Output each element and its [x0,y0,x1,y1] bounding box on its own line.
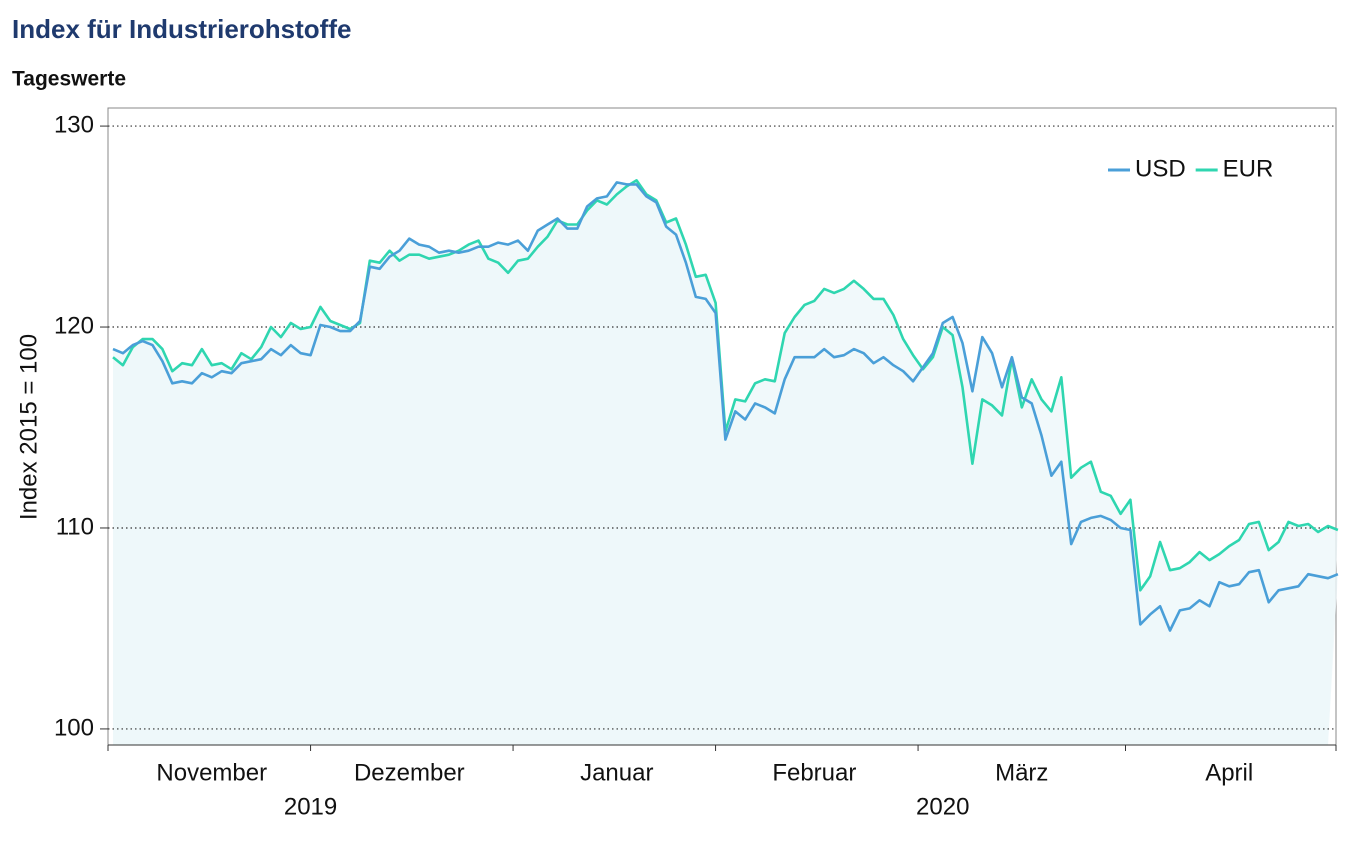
x-tick-label: Dezember [354,759,465,786]
x-tick-label: April [1205,759,1253,786]
year-label: 2019 [284,793,337,820]
y-tick-label: 130 [54,111,94,138]
y-tick-label: 110 [56,513,94,540]
chart-title: Index für Industrierohstoffe [12,14,351,44]
y-tick-label: 120 [54,312,94,339]
x-tick-label: Januar [580,759,653,786]
legend-label: EUR [1223,155,1274,182]
x-tick-label: November [156,759,267,786]
legend-label: USD [1135,155,1186,182]
area-fill [113,180,1338,745]
x-tick-label: März [995,759,1048,786]
y-axis-label: Index 2015 = 100 [15,334,42,520]
year-label: 2020 [916,793,969,820]
chart-subtitle: Tageswerte [12,68,126,91]
line-series [112,181,1339,632]
x-tick-label: Februar [772,759,856,786]
y-tick-label: 100 [54,714,94,741]
